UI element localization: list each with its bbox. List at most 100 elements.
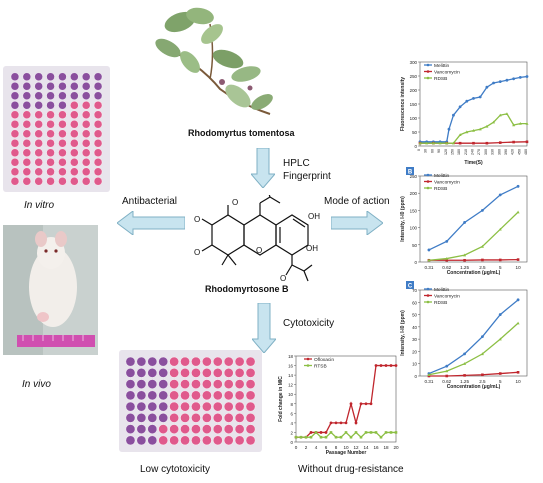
plate-well (223, 401, 234, 412)
plate-well (46, 139, 55, 148)
x-tick-label: 0.31 (424, 379, 433, 384)
plate-well (46, 129, 55, 138)
plate-well (147, 435, 158, 446)
series-line (420, 75, 528, 143)
svg-text:OH: OH (308, 212, 320, 221)
plate-well (202, 401, 212, 412)
svg-text:O: O (280, 274, 286, 283)
plate-well (180, 401, 190, 412)
data-point (445, 141, 449, 145)
data-point (438, 141, 442, 145)
y-tick-label: 50 (412, 313, 417, 318)
data-point (472, 97, 475, 100)
plate-well (202, 435, 212, 446)
plate-well (223, 413, 234, 423)
plate-well (70, 72, 79, 81)
svg-text:OH: OH (306, 244, 318, 253)
data-point (354, 431, 358, 434)
plate-well (169, 356, 179, 367)
data-point (480, 244, 484, 248)
legend-marker (426, 173, 430, 177)
arrow-left-antibacterial (117, 211, 185, 235)
data-point (485, 141, 489, 145)
y-tick-label: 70 (412, 288, 417, 293)
series-line (428, 299, 519, 375)
plate-well (70, 177, 79, 186)
legend-marker (426, 186, 430, 190)
plate-well (169, 413, 179, 423)
plate-well (223, 424, 234, 434)
data-point (309, 435, 313, 439)
data-point (339, 435, 343, 439)
x-tick-label: 390 (504, 149, 508, 155)
data-point (463, 374, 466, 377)
plate-well (136, 390, 147, 401)
plate-well (22, 139, 32, 148)
x-tick-label: 10 (516, 265, 522, 270)
data-point (481, 373, 484, 377)
data-point (319, 431, 323, 434)
plate-well (81, 101, 91, 110)
arrow-down-cytotoxicity (252, 303, 276, 353)
plate-well (22, 158, 32, 167)
y-axis-label: Fluorescence intensity (400, 77, 406, 131)
plate-well (202, 424, 212, 434)
data-point (394, 431, 398, 434)
plate-well (46, 177, 55, 186)
plate-well (213, 356, 223, 367)
data-point (389, 431, 393, 434)
plate-well (58, 129, 67, 138)
plate-well (70, 91, 79, 100)
plate-well (213, 413, 223, 423)
y-tick-label: 10 (288, 392, 293, 397)
plate-well (46, 158, 55, 167)
legend-marker (426, 300, 430, 304)
data-point (498, 227, 502, 231)
plate-well (10, 167, 20, 176)
series-line (420, 113, 527, 144)
plate-well (191, 379, 201, 389)
data-point (445, 239, 449, 243)
data-point (481, 335, 484, 339)
plate-well (10, 139, 20, 148)
plate-well (202, 368, 212, 378)
data-point (518, 76, 522, 79)
data-point (344, 431, 348, 434)
plate-well (180, 390, 190, 401)
y-tick-label: 20 (412, 349, 417, 354)
plate-well (234, 390, 245, 401)
y-tick-label: 12 (288, 383, 293, 388)
data-point (329, 421, 333, 425)
data-point (324, 431, 328, 434)
data-point (516, 184, 520, 188)
cytotoxicity-plate (119, 350, 262, 452)
plate-well (58, 120, 67, 129)
plate-well (22, 177, 32, 186)
data-point (334, 435, 338, 439)
data-point (463, 253, 467, 257)
plate-well (245, 424, 256, 434)
plate-well (136, 413, 147, 423)
plate-well (202, 390, 212, 401)
plate-well (81, 177, 91, 186)
plate-well (93, 129, 103, 138)
data-point (447, 127, 451, 131)
x-tick-label: 5 (499, 379, 502, 384)
x-tick-label: 180 (457, 149, 461, 155)
plate-well (125, 379, 136, 389)
plate-well (213, 435, 223, 446)
y-tick-label: 0 (415, 374, 418, 379)
data-point (492, 120, 496, 124)
data-point (314, 431, 318, 434)
data-point (445, 258, 449, 262)
plate-well (213, 379, 223, 389)
plate-well (81, 82, 91, 91)
plate-well (234, 368, 245, 378)
plate-well (147, 413, 158, 423)
plate-well (125, 401, 136, 412)
data-point (458, 105, 462, 109)
plate-well (147, 368, 158, 378)
data-point (344, 421, 348, 425)
data-point (505, 78, 509, 82)
